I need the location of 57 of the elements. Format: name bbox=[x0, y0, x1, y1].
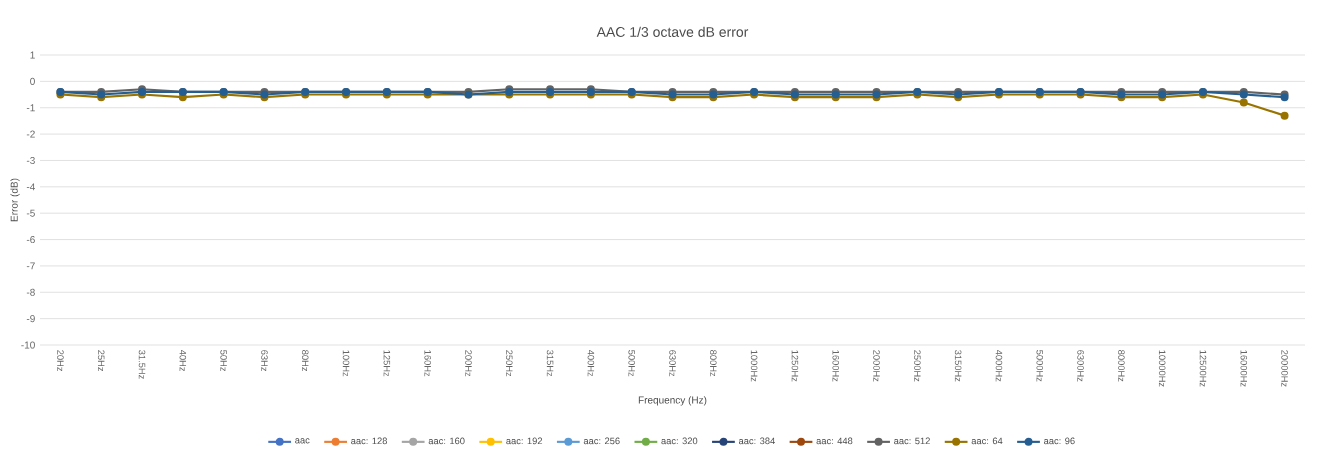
x-tick-label: 160Hz bbox=[424, 350, 431, 377]
y-tick-label: -9 bbox=[26, 315, 35, 323]
x-tick-label: 10000Hz bbox=[1158, 350, 1166, 387]
x-tick-label: 40Hz bbox=[179, 349, 187, 372]
x-tick-label: 200Hz bbox=[465, 350, 472, 377]
legend-label: aac: 512 bbox=[894, 437, 930, 445]
x-tick-label: 20Hz bbox=[57, 350, 64, 372]
y-tick-label: -6 bbox=[26, 236, 35, 244]
legend-label: aac: 448 bbox=[816, 437, 853, 445]
x-tick-label: 1600Hz bbox=[832, 350, 840, 382]
legend-label: aac: 384 bbox=[738, 437, 775, 445]
legend-label: aac bbox=[295, 438, 310, 444]
x-tick-label: 6300Hz bbox=[1077, 350, 1084, 382]
x-tick-label: 315Hz bbox=[546, 350, 554, 377]
y-tick-label: -5 bbox=[26, 209, 35, 217]
x-axis-title: Frequency (Hz) bbox=[638, 396, 707, 406]
y-tick-label: 0 bbox=[30, 77, 35, 85]
x-tick-label: 20000Hz bbox=[1281, 350, 1288, 387]
x-tick-label: 125Hz bbox=[383, 350, 391, 377]
x-tick-label: 25Hz bbox=[97, 350, 105, 372]
x-tick-label: 16000Hz bbox=[1240, 350, 1248, 387]
x-tick-label: 8000Hz bbox=[1118, 350, 1125, 382]
x-tick-label: 1250Hz bbox=[791, 350, 799, 382]
y-tick-label: 1 bbox=[30, 51, 35, 59]
y-tick-label: -2 bbox=[26, 130, 35, 138]
legend-label: aac: 160 bbox=[428, 437, 465, 445]
x-tick-label: 3150Hz bbox=[954, 350, 962, 382]
legend-label: aac: 64 bbox=[971, 437, 1003, 445]
x-tick-label: 2500Hz bbox=[914, 350, 921, 382]
x-tick-label: 12500Hz bbox=[1199, 350, 1207, 387]
legend-label: aac: 256 bbox=[583, 437, 620, 445]
x-tick-label: 100Hz bbox=[342, 350, 350, 377]
x-tick-label: 5000Hz bbox=[1036, 350, 1044, 382]
x-tick-label: 1000Hz bbox=[750, 350, 758, 382]
y-tick-label: -8 bbox=[26, 288, 35, 296]
x-tick-label: 31.5Hz bbox=[138, 350, 146, 379]
y-tick-label: -1 bbox=[26, 104, 35, 112]
y-tick-label: -4 bbox=[26, 183, 35, 191]
y-tick-label: -7 bbox=[26, 262, 35, 270]
x-tick-label: 80Hz bbox=[301, 350, 309, 372]
x-tick-label: 63Hz bbox=[261, 350, 268, 372]
legend-label: aac: 320 bbox=[661, 437, 698, 445]
x-tick-label: 50Hz bbox=[220, 350, 227, 372]
legend-label: aac: 96 bbox=[1044, 437, 1075, 445]
x-tick-label: 500Hz bbox=[628, 350, 635, 377]
x-tick-label: 2000Hz bbox=[873, 350, 880, 382]
x-tick-label: 4000Hz bbox=[995, 349, 1003, 382]
y-tick-label: -10 bbox=[21, 341, 35, 349]
chart-title: AAC 1/3 octave dB error bbox=[596, 26, 749, 37]
y-tick-label: -3 bbox=[26, 156, 35, 164]
x-tick-label: 630Hz bbox=[669, 350, 676, 377]
x-tick-label: 800Hz bbox=[710, 350, 717, 377]
x-tick-label: 250Hz bbox=[505, 350, 513, 377]
legend-label: aac: 128 bbox=[351, 437, 387, 445]
x-tick-label: 400Hz bbox=[587, 349, 595, 377]
y-axis-title: Error (dB) bbox=[10, 178, 20, 222]
legend-label: aac: 192 bbox=[506, 437, 543, 445]
